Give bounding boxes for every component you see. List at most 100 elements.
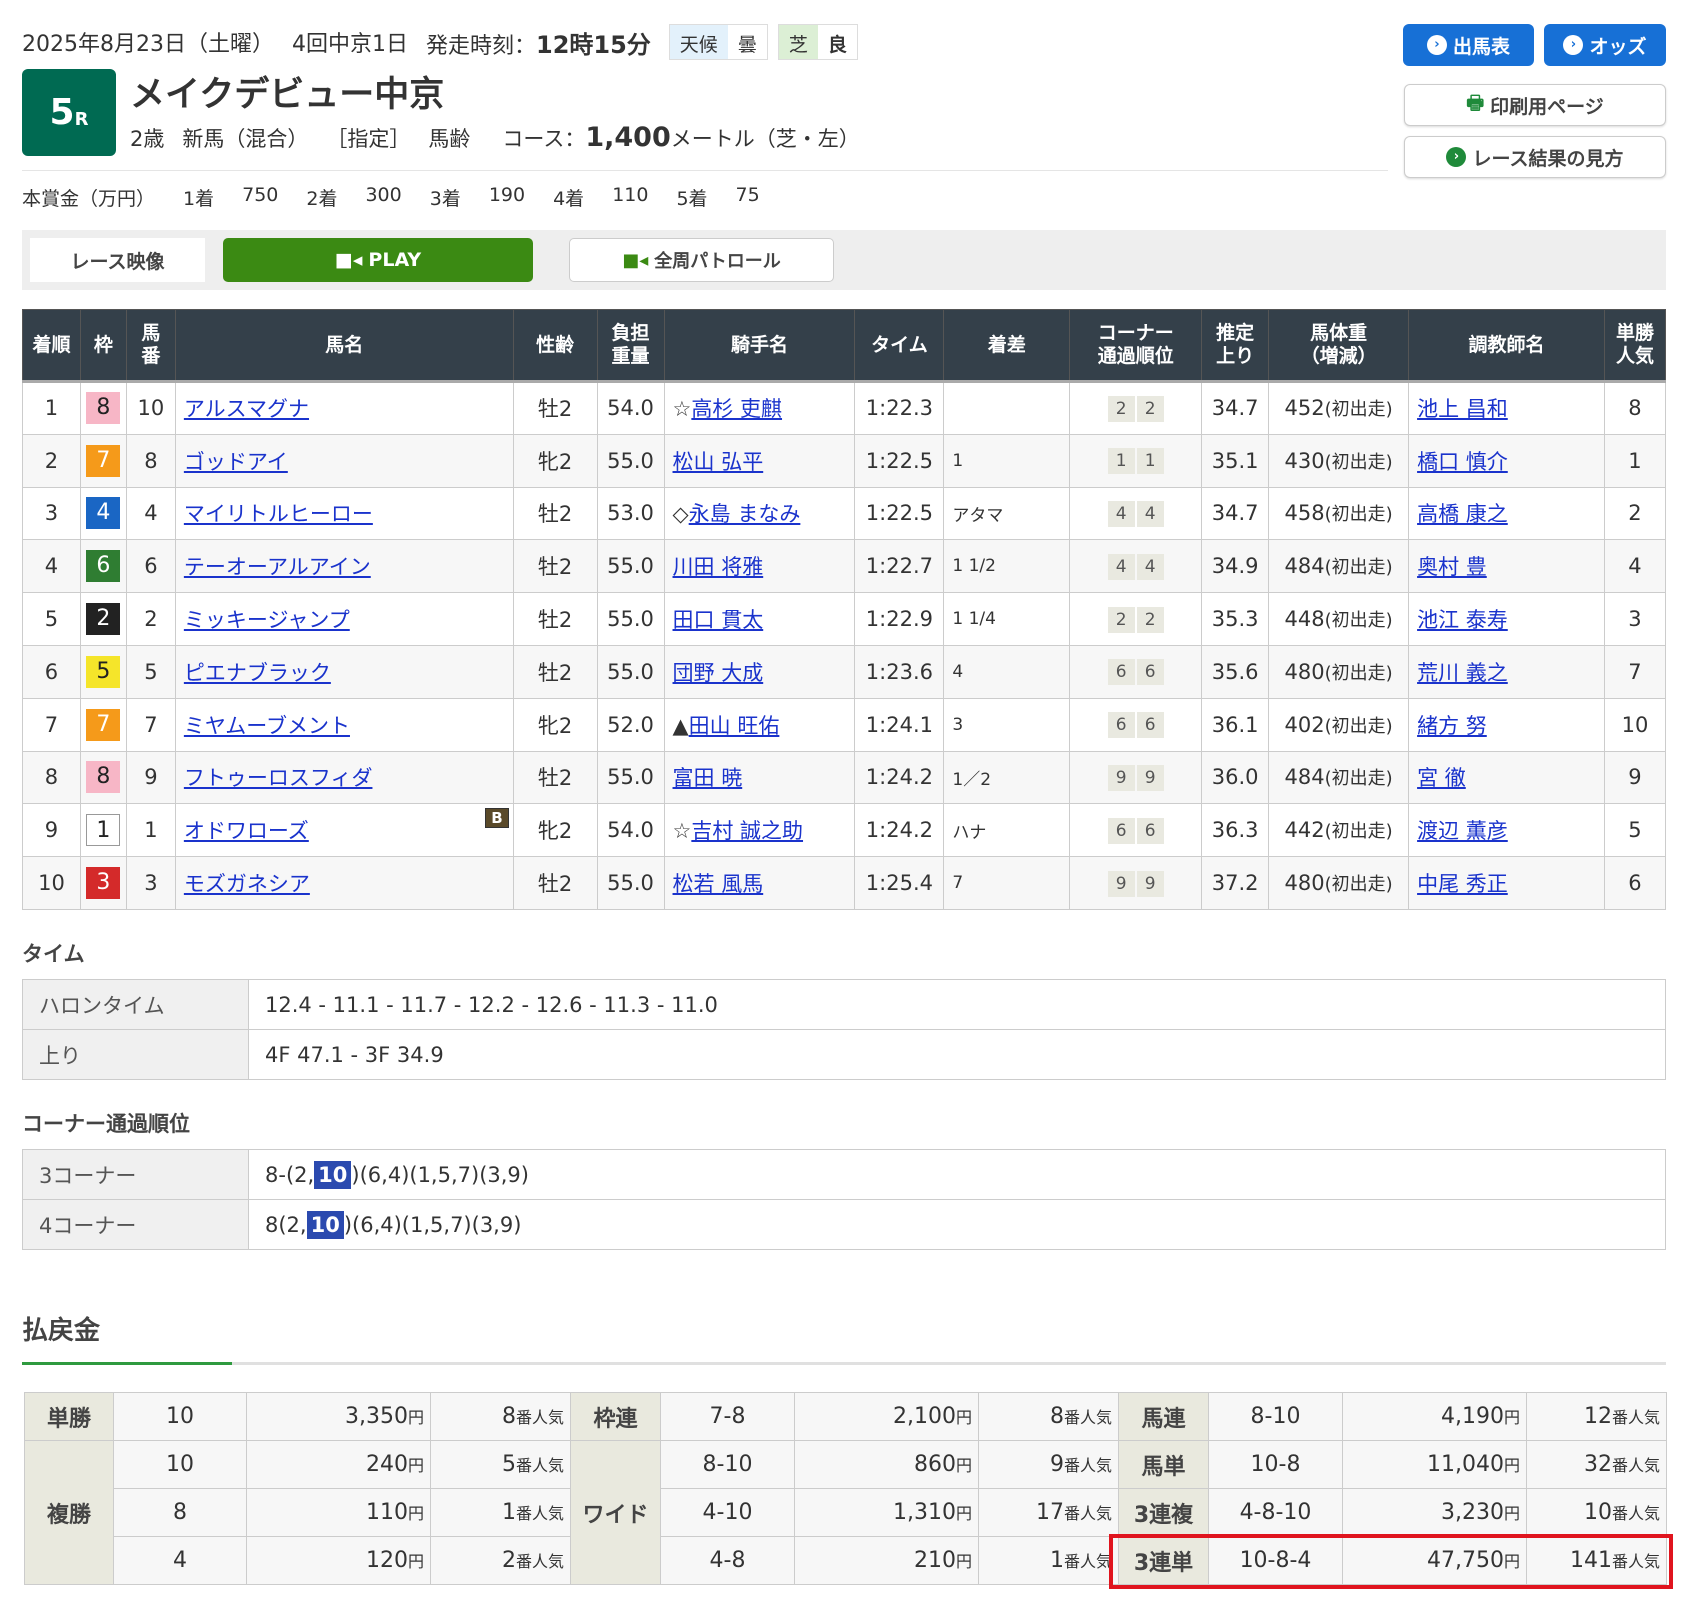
jockey-link[interactable]: 永島 まなみ [688,502,801,527]
entries-label: 出馬表 [1452,35,1510,58]
body-weight: 480 [1284,871,1325,896]
horse-name-link[interactable]: アルスマグナ [183,397,310,422]
trainer-cell: 池江 泰寿 [1408,592,1605,646]
horse-name-link[interactable]: マイリトルヒーロー [183,502,373,527]
corner-order-post: )(6,4)(1,5,7)(3,9) [343,1212,522,1237]
trainer-link[interactable]: 宮 徹 [1417,766,1466,791]
prize-amount: 300 [365,184,402,206]
jockey-link[interactable]: 高杉 吏麒 [691,397,783,422]
horse-number: 10 [125,381,176,435]
jockey-cell: ☆高杉 吏麒 [663,381,856,435]
jockey-link[interactable]: 松若 風馬 [672,872,764,897]
print-page-button[interactable]: 🖶 印刷用ページ [1404,84,1666,126]
horse-name-link[interactable]: ピエナブラック [183,660,331,685]
trainer-link[interactable]: 中尾 秀正 [1417,872,1508,897]
bet-type-trio: 3連複 [1118,1488,1209,1537]
trainer-link[interactable]: 奥村 豊 [1417,555,1487,580]
payout-amount-cell: 120円 [246,1536,431,1585]
yen-unit: 円 [955,1504,972,1523]
finish-time: 1:24.1 [854,697,945,752]
trainer-link[interactable]: 高橋 康之 [1417,502,1508,527]
weight-change: (初出走) [1324,504,1393,526]
trainer-cell: 荒川 義之 [1408,644,1605,699]
body-weight-cell: 484(初出走) [1268,750,1410,805]
last-3f: 36.0 [1201,750,1270,805]
corner-order: 8-(2, 10)(6,4)(1,5,7)(3,9) [248,1149,1666,1200]
trainer-link[interactable]: 池江 泰寿 [1417,608,1508,633]
popularity-unit: 番人気 [1063,1552,1112,1571]
entries-button[interactable]: › 出馬表 [1403,24,1534,66]
trainer-link[interactable]: 荒川 義之 [1417,660,1508,685]
sex-age: 牡2 [512,856,598,910]
horse-number: 1 [125,803,176,858]
payout-amount: 11,040 [1427,1452,1504,1477]
body-weight: 442 [1284,818,1325,843]
trainer-link[interactable]: 池上 昌和 [1417,397,1508,422]
horse-name-link[interactable]: モズガネシア [183,872,310,897]
payout-amount: 47,750 [1427,1548,1504,1573]
column-header: 馬番 [125,309,176,383]
prize-place: 1着 [183,188,215,210]
finish-position: 3 [22,486,81,541]
trainer-link[interactable]: 橋口 慎介 [1417,449,1508,474]
payout-amount: 240 [365,1452,408,1477]
margin: 1／2 [943,750,1071,805]
horse-name-link[interactable]: テーオーアルアイン [183,555,371,580]
jockey-link[interactable]: 田口 貫太 [672,608,764,633]
popularity-cell: 8番人気 [978,1392,1119,1441]
trainer-cell: 橋口 慎介 [1408,433,1605,488]
race-date-line: 2025年8月23日（土曜） 4回中京1日 発走時刻：12時15分 天候曇 芝良 [22,24,858,60]
payout-amount: 3,230 [1441,1500,1504,1525]
popularity-cell: 8番人気 [430,1392,571,1441]
odds-label: オッズ [1589,35,1647,58]
distance: 1,400 [585,122,671,153]
patrol-video-button[interactable]: ■◂ 全周パトロール [569,238,834,282]
table-row: 10 3 3 モズガネシア 牡2 55.0 松若 風馬 1:25.4 7 9 9 37.2 480(初出… [22,856,1667,910]
bet-type-quinella: 馬連 [1118,1392,1209,1441]
horse-name-link[interactable]: ゴッドアイ [183,449,288,474]
prize-money: 本賞金（万円） 1着 750 2着 300 3着 190 4着 110 5着 75 [22,184,788,211]
prize-amount: 750 [242,184,279,206]
trainer-link[interactable]: 緒方 努 [1417,713,1487,738]
result-guide-button[interactable]: › レース結果の見方 [1404,136,1666,178]
column-header: 馬名 [174,309,514,383]
jockey-link[interactable]: 川田 将雅 [672,555,764,580]
win-popularity: 4 [1603,539,1667,594]
trainer-cell: 渡辺 薫彦 [1408,803,1605,858]
jockey-link[interactable]: 田山 旺佑 [688,713,780,738]
corner-position: 6 [1136,817,1164,844]
payout-amount: 3,350 [345,1404,408,1429]
last-3f: 34.7 [1201,486,1270,541]
bet-type-wide: ワイド [570,1440,661,1585]
jockey-cell: ▲田山 旺佑 [663,697,856,752]
guide-label: レース結果の見方 [1472,147,1624,170]
trainer-link[interactable]: 渡辺 薫彦 [1417,819,1508,844]
jockey-link[interactable]: 吉村 誠之助 [691,819,804,844]
body-weight-cell: 402(初出走) [1268,697,1410,752]
finish-time: 1:22.5 [854,486,945,541]
jockey-link[interactable]: 富田 暁 [672,766,743,791]
horse-name-link[interactable]: ミッキージャンプ [183,608,350,633]
play-label: PLAY [368,249,422,271]
horse-name-link[interactable]: フトゥーロスフィダ [183,766,373,791]
finish-position: 6 [22,644,81,699]
class-cond: 新馬（混合） [182,127,309,151]
horse-name-link[interactable]: ミヤムーブメント [183,713,350,738]
yen-unit: 円 [407,1456,424,1475]
corner-position: 6 [1107,817,1135,844]
winner-highlight: 10 [306,1210,344,1239]
jockey-link[interactable]: 松山 弘平 [672,449,764,474]
bet-type-bracket: 枠連 [570,1392,661,1441]
horse-name-link[interactable]: オドワローズ [183,819,309,844]
play-button[interactable]: ■◂ PLAY [223,238,533,282]
payout-row: 複勝 10 240円 5番人気 ワイド 8-10 860円 9番人気 馬単 10-8 11,040円… [24,1440,1667,1585]
last-3f: 36.3 [1201,803,1270,858]
jockey-link[interactable]: 団野 大成 [672,660,764,685]
trainer-cell: 宮 徹 [1408,750,1605,805]
table-row: 4 6 6 テーオーアルアイン 牡2 55.0 川田 将雅 1:22.7 1 1/2 4 4 34.9… [22,539,1667,594]
body-weight: 402 [1284,712,1325,737]
odds-button[interactable]: › オッズ [1544,24,1666,66]
payout-amount-cell: 3,350円 [246,1392,431,1441]
